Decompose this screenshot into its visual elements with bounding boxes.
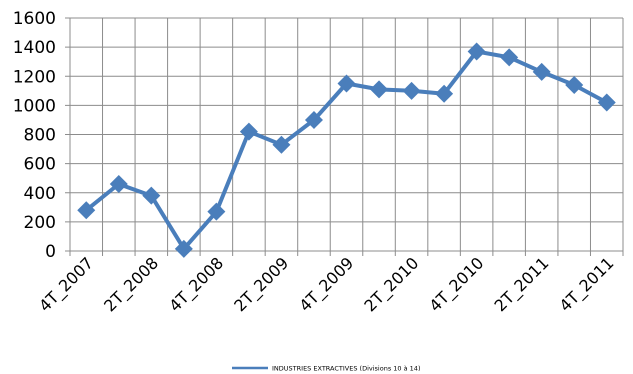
y-tick-label: 0: [45, 242, 56, 262]
data-point-marker: [109, 175, 128, 194]
x-tick-label: 2T_2008: [100, 253, 163, 316]
data-point-marker: [239, 122, 258, 141]
data-point-marker: [597, 93, 616, 112]
data-point-marker: [142, 186, 161, 205]
data-point-marker: [337, 74, 356, 93]
x-tick-label: 4T_2007: [35, 253, 98, 316]
y-tick-label: 400: [24, 184, 56, 204]
x-tick-label: 2T_2009: [230, 253, 293, 316]
grid: [69, 17, 624, 251]
axes: [65, 17, 624, 256]
x-tick-label: 4T_2011: [556, 253, 619, 316]
x-axis-ticks: 4T_2007 2T_2008 4T_2008 2T_2009 4T_2009 2T_20…: [35, 253, 618, 316]
y-axis-ticks: 0 200 400 600 800 1000 1200 1400 1600: [13, 9, 56, 262]
data-point-marker: [402, 81, 421, 100]
x-tick-label: 4T_2008: [165, 253, 228, 316]
y-tick-label: 1600: [13, 9, 56, 29]
y-tick-label: 1000: [13, 96, 56, 116]
x-tick-label: 2T_2010: [360, 253, 423, 316]
data-point-marker: [370, 80, 389, 99]
x-tick-label: 4T_2009: [295, 253, 358, 316]
data-point-marker: [565, 75, 584, 94]
data-point-marker: [77, 201, 96, 220]
x-tick-label: 2T_2011: [491, 253, 554, 316]
y-tick-label: 600: [24, 155, 56, 175]
y-tick-label: 200: [24, 213, 56, 233]
data-point-marker: [435, 84, 454, 103]
x-tick-label: 4T_2010: [425, 253, 488, 316]
y-tick-label: 1400: [13, 38, 56, 58]
series-group: [77, 42, 616, 258]
data-point-marker: [304, 110, 323, 129]
data-point-marker: [500, 48, 519, 67]
y-tick-label: 800: [24, 126, 56, 146]
legend: INDUSTRIES EXTRACTIVES (Divisions 10 à 1…: [232, 365, 420, 373]
data-point-marker: [272, 135, 291, 154]
data-point-marker: [207, 202, 226, 221]
data-point-marker: [467, 42, 486, 61]
data-point-marker: [532, 62, 551, 81]
data-point-marker: [174, 239, 193, 258]
y-tick-label: 1200: [13, 67, 56, 87]
legend-label: INDUSTRIES EXTRACTIVES (Divisions 10 à 1…: [272, 365, 420, 373]
